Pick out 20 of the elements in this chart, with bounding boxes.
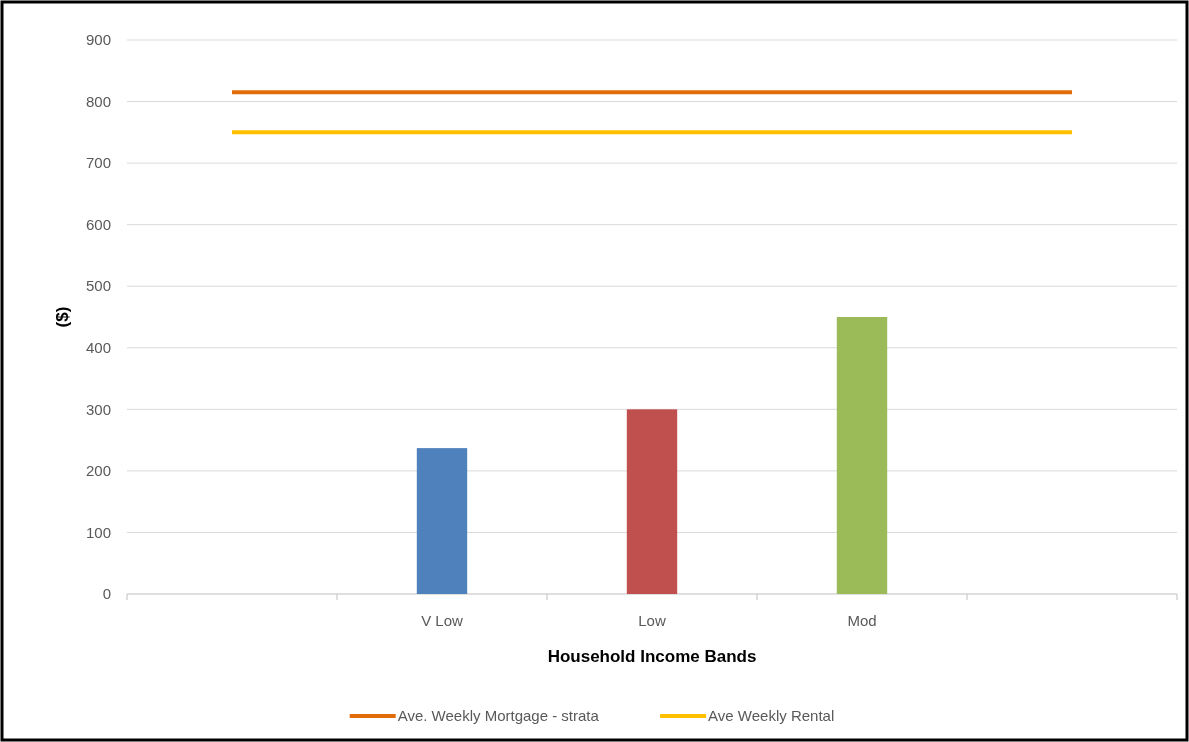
legend-label: Ave. Weekly Mortgage - strata [397, 707, 600, 725]
x-tick-label: Low [638, 612, 666, 629]
y-tick-label: 600 [85, 215, 111, 233]
x-tick-label: V Low [421, 612, 464, 629]
x-axis-title: Household Income Bands [547, 647, 757, 666]
y-tick-label: 900 [85, 31, 111, 49]
y-tick-label: 800 [85, 92, 111, 110]
legend-label: Ave Weekly Rental [708, 707, 835, 725]
bar [626, 409, 678, 594]
y-tick-label: 0 [102, 585, 111, 603]
y-tick-label: 500 [85, 277, 111, 295]
y-axis-title: ($) [53, 306, 72, 328]
y-tick-label: 100 [85, 523, 111, 541]
x-tick-label: Mod [847, 612, 877, 629]
bar [416, 448, 468, 594]
y-tick-label: 300 [85, 400, 111, 418]
bar [836, 317, 888, 594]
y-tick-label: 200 [85, 462, 111, 480]
y-tick-label: 400 [85, 339, 111, 357]
y-tick-label: 700 [85, 154, 111, 172]
